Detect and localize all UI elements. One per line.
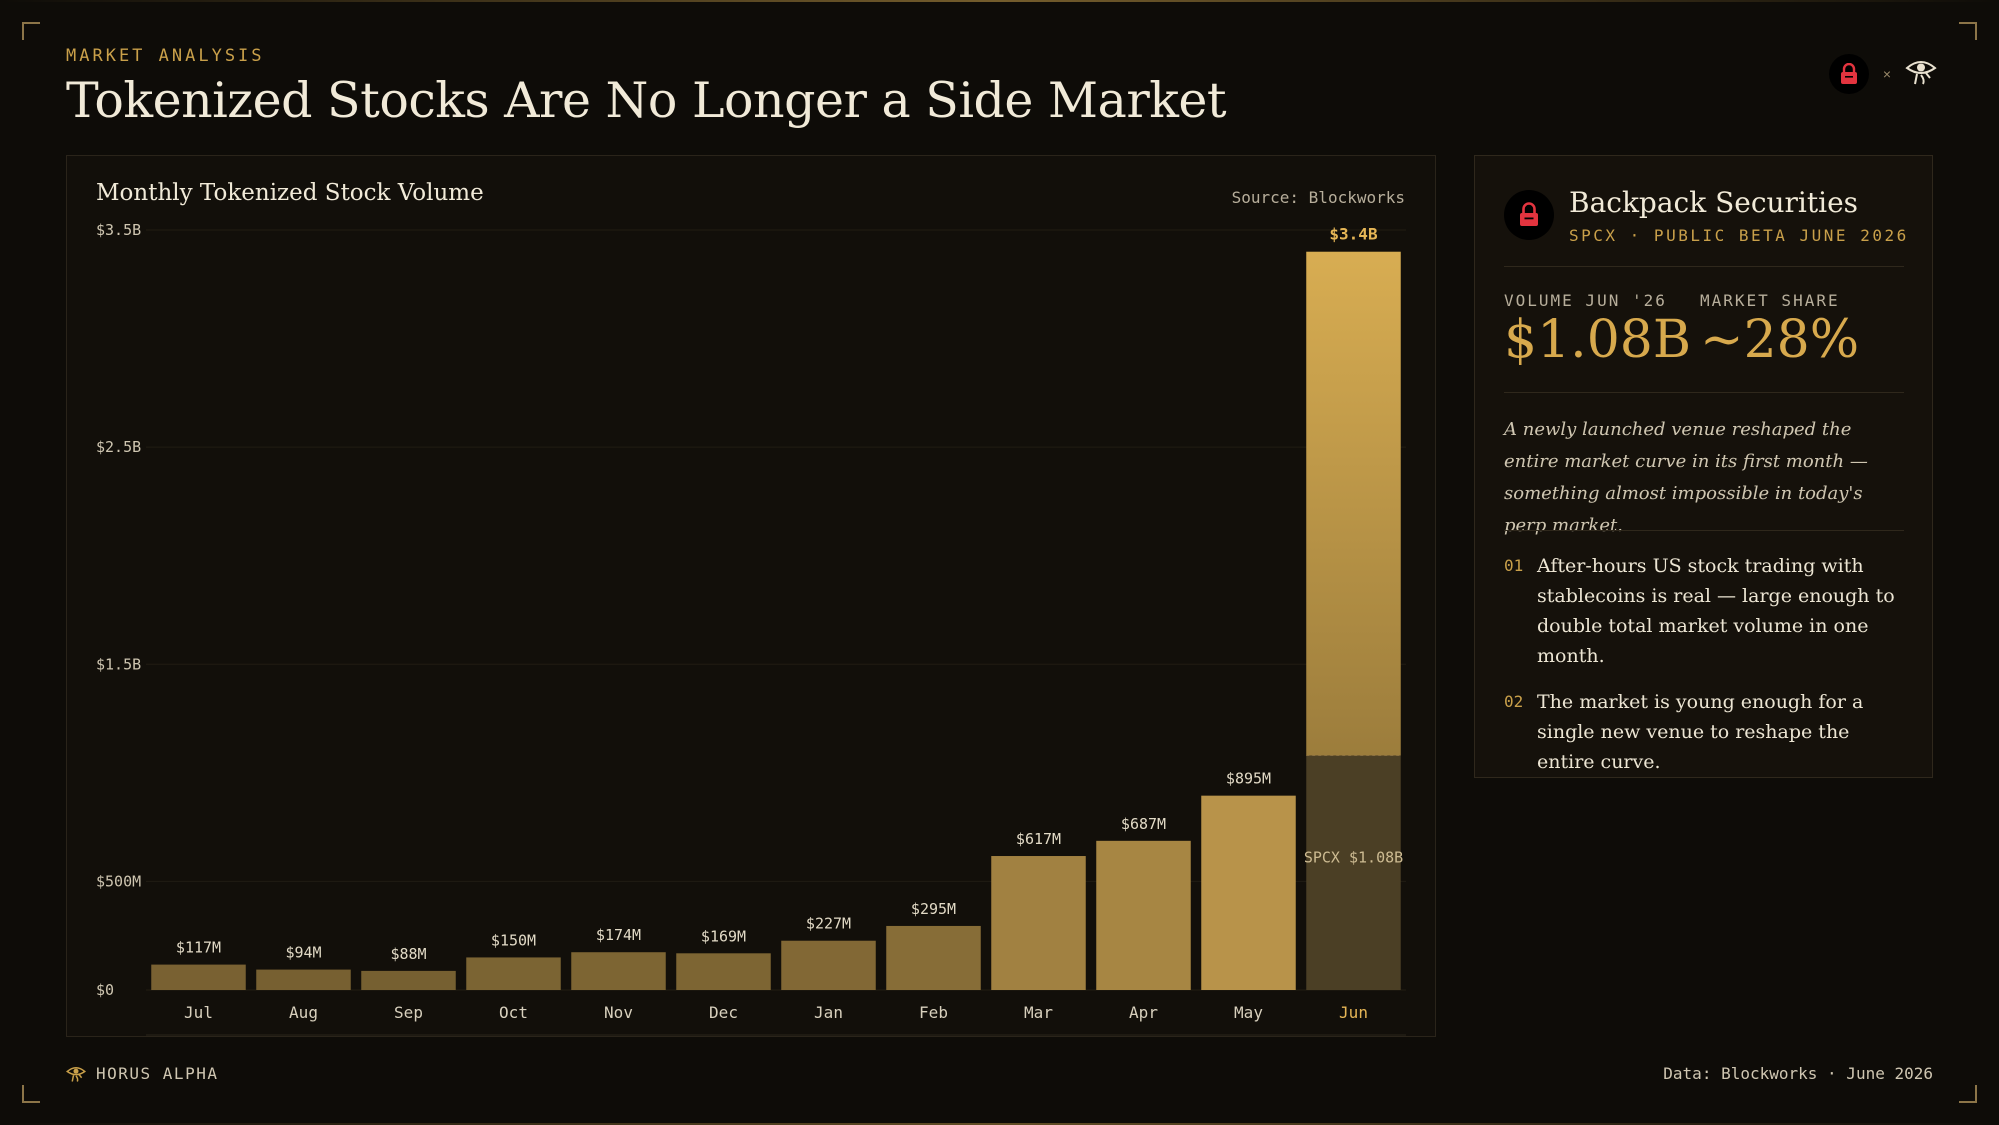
volume-bar-chart: $0 $500M $1.5B $2.5B $3.5B $117M $94M $88M $150… <box>96 221 1406 1036</box>
x-tick-label: Aug <box>289 1003 318 1022</box>
corner-mark-top-right <box>1959 22 1977 40</box>
venue-quote: A newly launched venue reshaped the enti… <box>1504 419 1868 536</box>
venue-name: Backpack Securities <box>1569 186 1859 219</box>
y-tick-label: $2.5B <box>96 438 141 456</box>
venue-card <box>1474 155 1933 778</box>
corner-mark-bottom-right <box>1959 1085 1977 1103</box>
chart-source: Source: Blockworks <box>1231 188 1405 207</box>
insight-number: 01 <box>1504 556 1524 575</box>
top-accent-line <box>0 0 1999 2</box>
bar <box>1201 795 1296 990</box>
corner-mark-bottom-left <box>22 1085 40 1103</box>
bar-value-label: $295M <box>911 900 956 918</box>
x-tick-label: Feb <box>919 1003 948 1022</box>
insight-point: 01 After-hours US stock trading with sta… <box>1504 551 1904 671</box>
chart-title: Monthly Tokenized Stock Volume <box>96 180 484 206</box>
quote-divider <box>1504 530 1904 531</box>
bar-value-label: $617M <box>1016 830 1061 848</box>
market-share-value: ~28% <box>1700 310 1860 370</box>
insight-point: 02 The market is young enough for a sing… <box>1504 687 1904 777</box>
x-tick-label: Mar <box>1024 1003 1053 1022</box>
volume-label: VOLUME JUN '26 <box>1504 291 1667 310</box>
bar <box>886 925 981 990</box>
bar-value-label: $169M <box>701 927 746 945</box>
bar <box>466 957 561 990</box>
bottom-accent-line <box>0 1123 1999 1125</box>
bar <box>781 940 876 990</box>
x-tick-label: Jul <box>184 1003 213 1022</box>
eye-icon <box>1905 58 1937 91</box>
bar-jun-spcx-segment <box>1306 755 1401 990</box>
x-tick-label: Jun <box>1339 1003 1368 1022</box>
market-share-label: MARKET SHARE <box>1700 291 1840 310</box>
lock-icon <box>1828 54 1869 94</box>
bar-value-label: $895M <box>1226 770 1271 788</box>
brand-separator: × <box>1882 66 1891 82</box>
x-tick-label: Dec <box>709 1003 738 1022</box>
bar-value-label: $117M <box>176 939 221 957</box>
x-tick-label: Apr <box>1129 1003 1158 1022</box>
volume-value: $1.08B <box>1504 310 1692 370</box>
bar-value-label: $88M <box>390 945 426 963</box>
y-tick-label: $500M <box>96 872 141 890</box>
section-eyebrow: MARKET ANALYSIS <box>66 46 265 66</box>
bar-value-label: $174M <box>596 926 641 944</box>
bar <box>1096 840 1191 990</box>
bar <box>676 953 771 990</box>
x-tick-label: Nov <box>604 1003 633 1022</box>
bar-jun-other <box>1306 251 1401 756</box>
bar-value-label: $227M <box>806 915 851 933</box>
bar <box>256 969 351 990</box>
bar-value-label: $150M <box>491 931 536 949</box>
venue-lock-icon <box>1504 190 1554 240</box>
venue-divider <box>1504 266 1904 267</box>
footer-brand: HORUS ALPHA <box>66 1064 218 1083</box>
bar-value-label: $687M <box>1121 815 1166 833</box>
venue-subtitle: SPCX · PUBLIC BETA JUNE 2026 <box>1569 226 1909 245</box>
segment-label: SPCX $1.08B <box>1304 849 1403 867</box>
page-title: Tokenized Stocks Are No Longer a Side Ma… <box>66 72 1227 129</box>
bar <box>361 970 456 990</box>
bar-value-label: $94M <box>285 944 321 962</box>
x-tick-label: Sep <box>394 1003 423 1022</box>
insight-text: The market is young enough for a single … <box>1537 691 1864 773</box>
y-tick-label: $0 <box>96 981 114 999</box>
bar <box>991 856 1086 990</box>
x-tick-label: Oct <box>499 1003 528 1022</box>
corner-mark-top-left <box>22 22 40 40</box>
bar-value-label: $3.4B <box>1329 225 1378 244</box>
x-tick-label: Jan <box>814 1003 843 1022</box>
insight-text: After-hours US stock trading with stable… <box>1537 555 1895 667</box>
footer-data-note: Data: Blockworks · June 2026 <box>1663 1064 1933 1083</box>
y-tick-label: $3.5B <box>96 221 141 239</box>
brand-icons: × <box>1828 54 1937 94</box>
y-tick-label: $1.5B <box>96 655 141 673</box>
bar <box>571 952 666 990</box>
insight-number: 02 <box>1504 692 1524 711</box>
bar <box>151 964 246 990</box>
x-tick-label: May <box>1234 1003 1263 1022</box>
footer-brand-label: HORUS ALPHA <box>96 1064 219 1083</box>
footer-eye-icon <box>66 1066 86 1082</box>
stats-divider <box>1504 392 1904 393</box>
